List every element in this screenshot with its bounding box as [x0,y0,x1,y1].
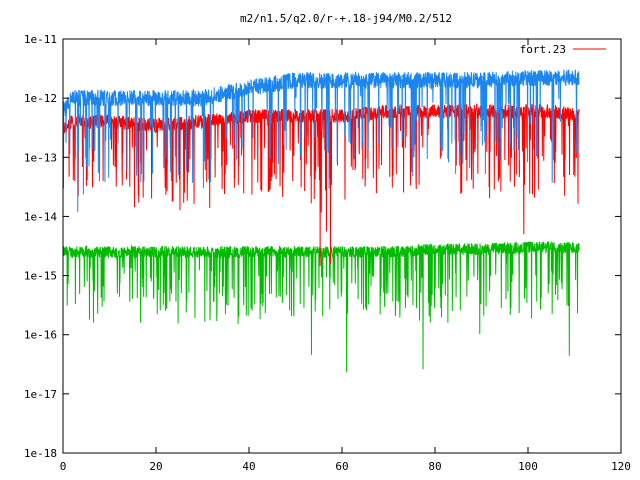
ticks-layer: 0 20 40 60 80 100 120 1e-18 1e-17 1e-16 1e-15 1e-14… [24,33,631,473]
x-tick-label: 40 [242,460,255,473]
series-line-0 [62,103,580,266]
series-line-2 [62,241,580,373]
y-tick-label: 1e-16 [24,329,57,342]
series-line-1 [62,68,580,213]
y-tick-label: 1e-13 [24,151,57,164]
y-tick-label: 1e-18 [24,447,57,460]
x-tick-label: 0 [60,460,67,473]
x-tick-label: 120 [611,460,631,473]
x-tick-label: 60 [335,460,348,473]
y-tick-label: 1e-12 [24,92,57,105]
y-tick-label: 1e-11 [24,33,57,46]
y-tick-label: 1e-17 [24,388,57,401]
series-layer [62,68,580,373]
y-tick-label: 1e-15 [24,270,57,283]
x-tick-label: 80 [428,460,441,473]
y-tick-label: 1e-14 [24,210,57,223]
legend-label-fort23: fort.23 [520,43,566,56]
chart-title: m2/n1.5/q2.0/r-+.18-j94/M0.2/512 [240,12,452,25]
x-tick-label: 20 [149,460,162,473]
legend: fort.23 [520,43,606,56]
x-tick-label: 100 [518,460,538,473]
